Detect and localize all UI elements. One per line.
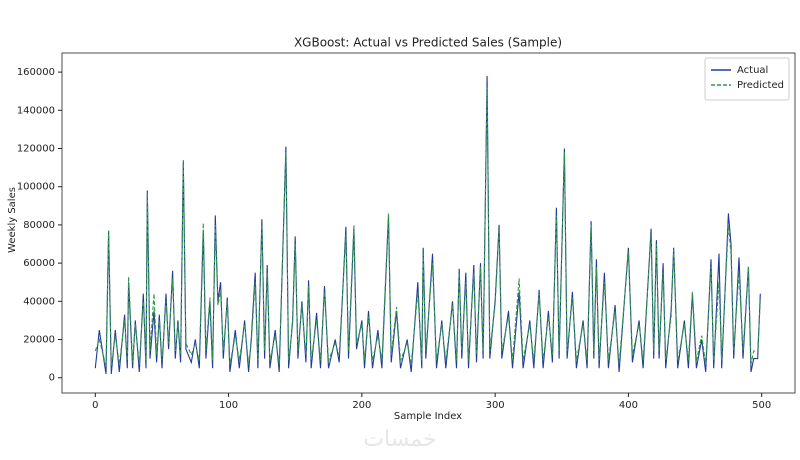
y-tick-label: 100000: [17, 182, 55, 193]
y-tick-label: 0: [49, 373, 55, 384]
watermark: خمسات: [363, 427, 436, 452]
y-tick-label: 80000: [23, 220, 55, 231]
legend-label: Predicted: [737, 80, 784, 91]
x-tick-label: 100: [219, 400, 238, 411]
x-tick-label: 500: [752, 400, 771, 411]
x-tick-label: 400: [619, 400, 638, 411]
x-tick-label: 0: [92, 400, 98, 411]
legend-box: [704, 57, 790, 101]
y-tick-label: 160000: [17, 67, 55, 78]
y-axis-label: Weekly Sales: [7, 187, 18, 253]
series-line: [94, 87, 761, 367]
x-axis-label: Sample Index: [394, 411, 462, 422]
y-tick-label: 120000: [17, 144, 55, 155]
y-tick-label: 40000: [23, 296, 55, 307]
y-tick-label: 140000: [17, 105, 55, 116]
x-tick-label: 200: [352, 400, 371, 411]
chart-title: XGBoost: Actual vs Predicted Sales (Samp…: [294, 36, 562, 50]
y-tick-label: 20000: [23, 335, 55, 346]
y-tick-label: 60000: [23, 258, 55, 269]
legend-label: Actual: [737, 65, 768, 76]
plot-area: [61, 52, 796, 394]
x-tick-label: 300: [486, 400, 505, 411]
